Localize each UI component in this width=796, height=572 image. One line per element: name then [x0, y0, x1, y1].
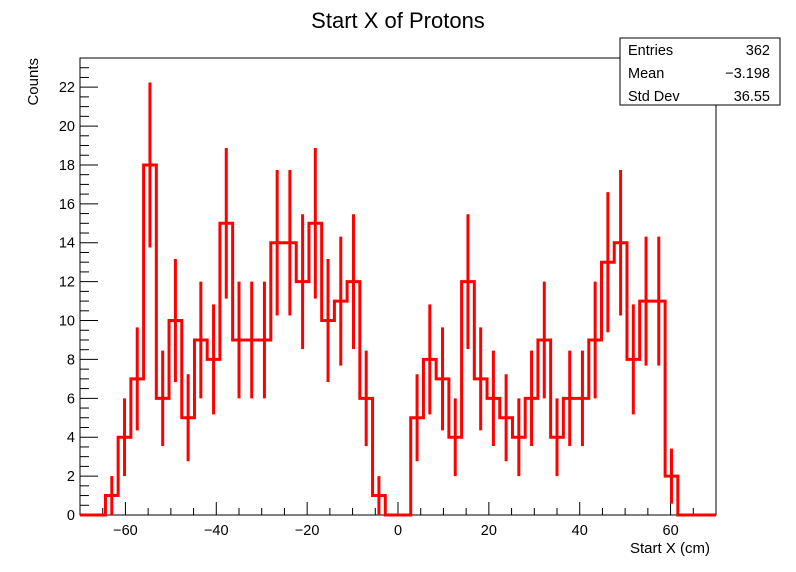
y-tick-label: 12 — [59, 275, 75, 291]
stats-mean-value: −3.198 — [725, 66, 770, 82]
x-tick-label: 20 — [481, 523, 497, 539]
error-bars — [110, 82, 673, 515]
y-tick-label: 4 — [67, 430, 75, 446]
y-axis: 0 2 4 6 8 10 12 14 16 18 20 22 — [59, 57, 98, 524]
x-tick-label: 0 — [394, 523, 402, 539]
y-tick-label: 6 — [67, 391, 75, 407]
stats-mean-label: Mean — [628, 66, 664, 82]
x-axis-label: Start X (cm) — [630, 540, 710, 557]
y-tick-label: 2 — [67, 469, 75, 485]
y-axis-label: Counts — [25, 58, 42, 106]
chart-title: Start X of Protons — [311, 8, 485, 33]
stats-stddev-value: 36.55 — [734, 89, 770, 105]
y-tick-label: 16 — [59, 197, 75, 213]
y-tick-label: 10 — [59, 314, 75, 330]
stats-entries-label: Entries — [628, 43, 673, 59]
x-tick-label: −40 — [204, 523, 229, 539]
x-tick-label: −60 — [113, 523, 138, 539]
stats-box: Entries 362 Mean −3.198 Std Dev 36.55 — [619, 37, 781, 106]
stats-entries-value: 362 — [746, 43, 770, 59]
y-tick-label: 0 — [67, 508, 75, 524]
x-tick-label: 60 — [663, 523, 679, 539]
y-tick-label: 8 — [67, 352, 75, 368]
y-tick-label: 22 — [59, 80, 75, 96]
x-tick-label: −20 — [295, 523, 320, 539]
histogram-series — [80, 163, 716, 517]
y-tick-label: 20 — [59, 119, 75, 135]
x-axis: −60 −40 −20 0 20 40 60 — [79, 502, 717, 539]
y-tick-label: 14 — [59, 236, 75, 252]
stats-stddev-label: Std Dev — [628, 89, 680, 105]
y-tick-label: 18 — [59, 158, 75, 174]
x-tick-label: 40 — [572, 523, 588, 539]
